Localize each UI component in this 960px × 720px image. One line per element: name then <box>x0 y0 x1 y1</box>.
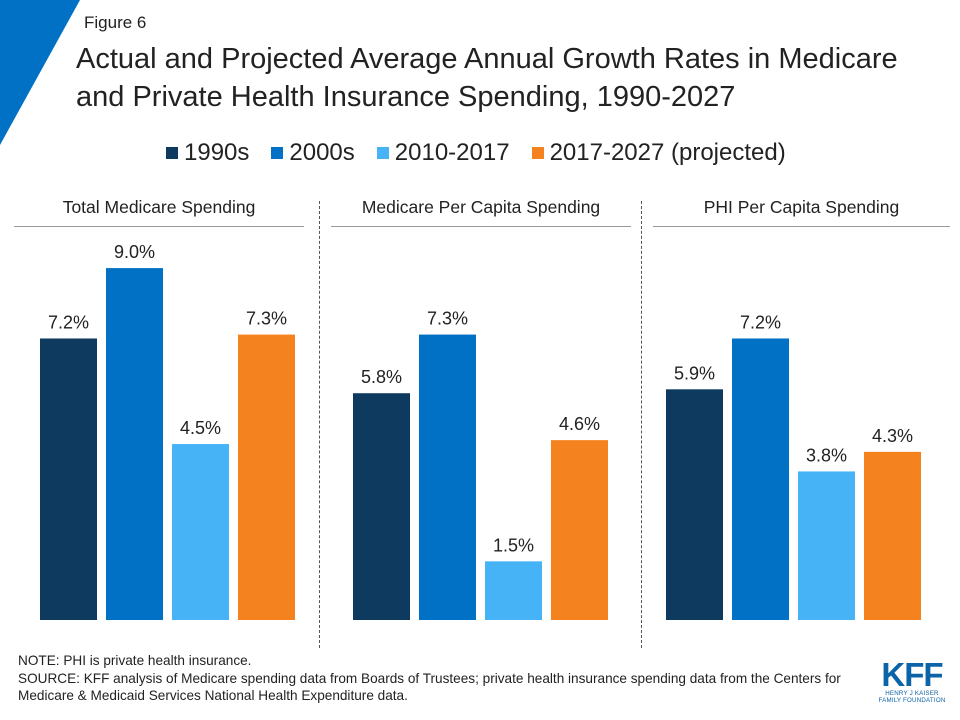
data-label-panel2-2010-2017: 1.5% <box>493 535 534 555</box>
legend-item-2017-2027: 2017-2027 (projected) <box>531 139 786 167</box>
legend: 1990s 2000s 2010-2017 2017-2027 (project… <box>166 139 808 167</box>
legend-label: 2017-2027 (projected) <box>549 139 786 166</box>
bar-panel3-1990s <box>666 389 723 620</box>
panel-title-total-medicare: Total Medicare Spending <box>62 197 256 217</box>
panel-rule <box>331 226 631 227</box>
data-label-panel1-2010-2017: 4.5% <box>180 418 221 438</box>
panel-rule <box>14 226 304 227</box>
bar-panel3-2000s <box>732 338 789 620</box>
data-label-panel1-2000s: 9.0% <box>114 242 155 262</box>
data-label-panel2-1990s: 5.8% <box>361 367 402 387</box>
logo-line-2: FAMILY FOUNDATION <box>878 697 946 704</box>
panel-rule <box>653 226 950 227</box>
data-label-panel2-2000s: 7.3% <box>427 309 468 329</box>
legend-swatch <box>376 147 389 159</box>
legend-item-1990s: 1990s <box>166 139 249 167</box>
data-label-panel3-2010-2017: 3.8% <box>806 445 847 465</box>
bar-panel1-2017-2027 <box>238 334 295 620</box>
legend-swatch <box>271 147 284 159</box>
bar-panel2-2017-2027 <box>551 440 608 620</box>
figure-label: Figure 6 <box>84 13 147 32</box>
logo-wordmark: KFF <box>881 656 943 693</box>
data-label-panel1-2017-2027: 7.3% <box>246 309 287 329</box>
data-label-panel3-2000s: 7.2% <box>740 312 781 332</box>
legend-label: 2000s <box>289 139 355 166</box>
bar-panel2-2010-2017 <box>485 561 542 620</box>
note-text: NOTE: PHI is private health insurance. <box>18 653 252 668</box>
bar-panel2-1990s <box>353 393 410 620</box>
legend-label: 2010-2017 <box>394 139 510 166</box>
panel-title-phi-per-capita: PHI Per Capita Spending <box>703 197 900 217</box>
chart-title: Actual and Projected Average Annual Grow… <box>76 43 898 113</box>
data-label-panel3-2017-2027: 4.3% <box>872 426 913 446</box>
legend-swatch <box>531 147 544 159</box>
logo-line-1: HENRY J KAISER <box>885 690 939 697</box>
data-label-panel1-1990s: 7.2% <box>48 312 89 332</box>
legend-swatch <box>166 147 178 159</box>
bar-panel1-2000s <box>106 268 163 620</box>
notes: NOTE: PHI is private health insurance. S… <box>18 652 858 705</box>
kff-logo: KFF HENRY J KAISER FAMILY FOUNDATION <box>877 656 947 704</box>
panel-title-medicare-per-capita: Medicare Per Capita Spending <box>361 197 601 217</box>
corner-accent <box>0 0 80 145</box>
legend-item-2010-2017: 2010-2017 <box>376 139 510 167</box>
data-label-panel2-2017-2027: 4.6% <box>559 414 600 434</box>
bar-panel2-2000s <box>419 334 476 620</box>
legend-item-2000s: 2000s <box>271 139 355 167</box>
panel-divider <box>319 201 320 648</box>
legend-label: 1990s <box>184 139 250 166</box>
bar-panel1-1990s <box>40 338 97 620</box>
bar-panel3-2017-2027 <box>864 451 921 620</box>
panel-divider <box>641 201 642 648</box>
bar-panel1-2010-2017 <box>172 444 229 620</box>
bar-panel3-2010-2017 <box>798 471 855 620</box>
data-label-panel3-1990s: 5.9% <box>674 363 715 383</box>
source-text: SOURCE: KFF analysis of Medicare spendin… <box>18 670 841 704</box>
